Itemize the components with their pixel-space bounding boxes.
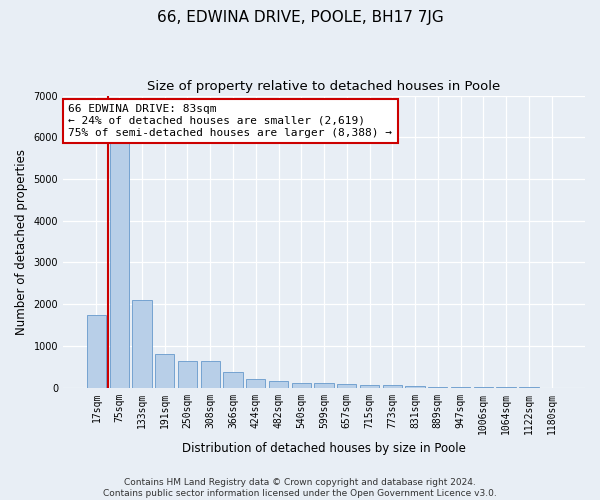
Bar xyxy=(110,142,129,388)
Bar xyxy=(406,386,425,388)
Bar xyxy=(292,383,311,388)
Title: Size of property relative to detached houses in Poole: Size of property relative to detached ho… xyxy=(148,80,500,93)
Bar xyxy=(246,380,265,388)
Bar xyxy=(428,386,448,388)
Bar xyxy=(269,382,288,388)
Y-axis label: Number of detached properties: Number of detached properties xyxy=(15,148,28,334)
Text: 66 EDWINA DRIVE: 83sqm
← 24% of detached houses are smaller (2,619)
75% of semi-: 66 EDWINA DRIVE: 83sqm ← 24% of detached… xyxy=(68,104,392,138)
Text: Contains HM Land Registry data © Crown copyright and database right 2024.
Contai: Contains HM Land Registry data © Crown c… xyxy=(103,478,497,498)
X-axis label: Distribution of detached houses by size in Poole: Distribution of detached houses by size … xyxy=(182,442,466,455)
Bar xyxy=(87,314,106,388)
Bar xyxy=(314,383,334,388)
Bar xyxy=(155,354,175,388)
Bar xyxy=(451,387,470,388)
Bar xyxy=(200,360,220,388)
Text: 66, EDWINA DRIVE, POOLE, BH17 7JG: 66, EDWINA DRIVE, POOLE, BH17 7JG xyxy=(157,10,443,25)
Bar xyxy=(337,384,356,388)
Bar xyxy=(360,384,379,388)
Bar xyxy=(132,300,152,388)
Bar xyxy=(223,372,242,388)
Bar xyxy=(473,387,493,388)
Bar xyxy=(383,386,402,388)
Bar xyxy=(178,360,197,388)
